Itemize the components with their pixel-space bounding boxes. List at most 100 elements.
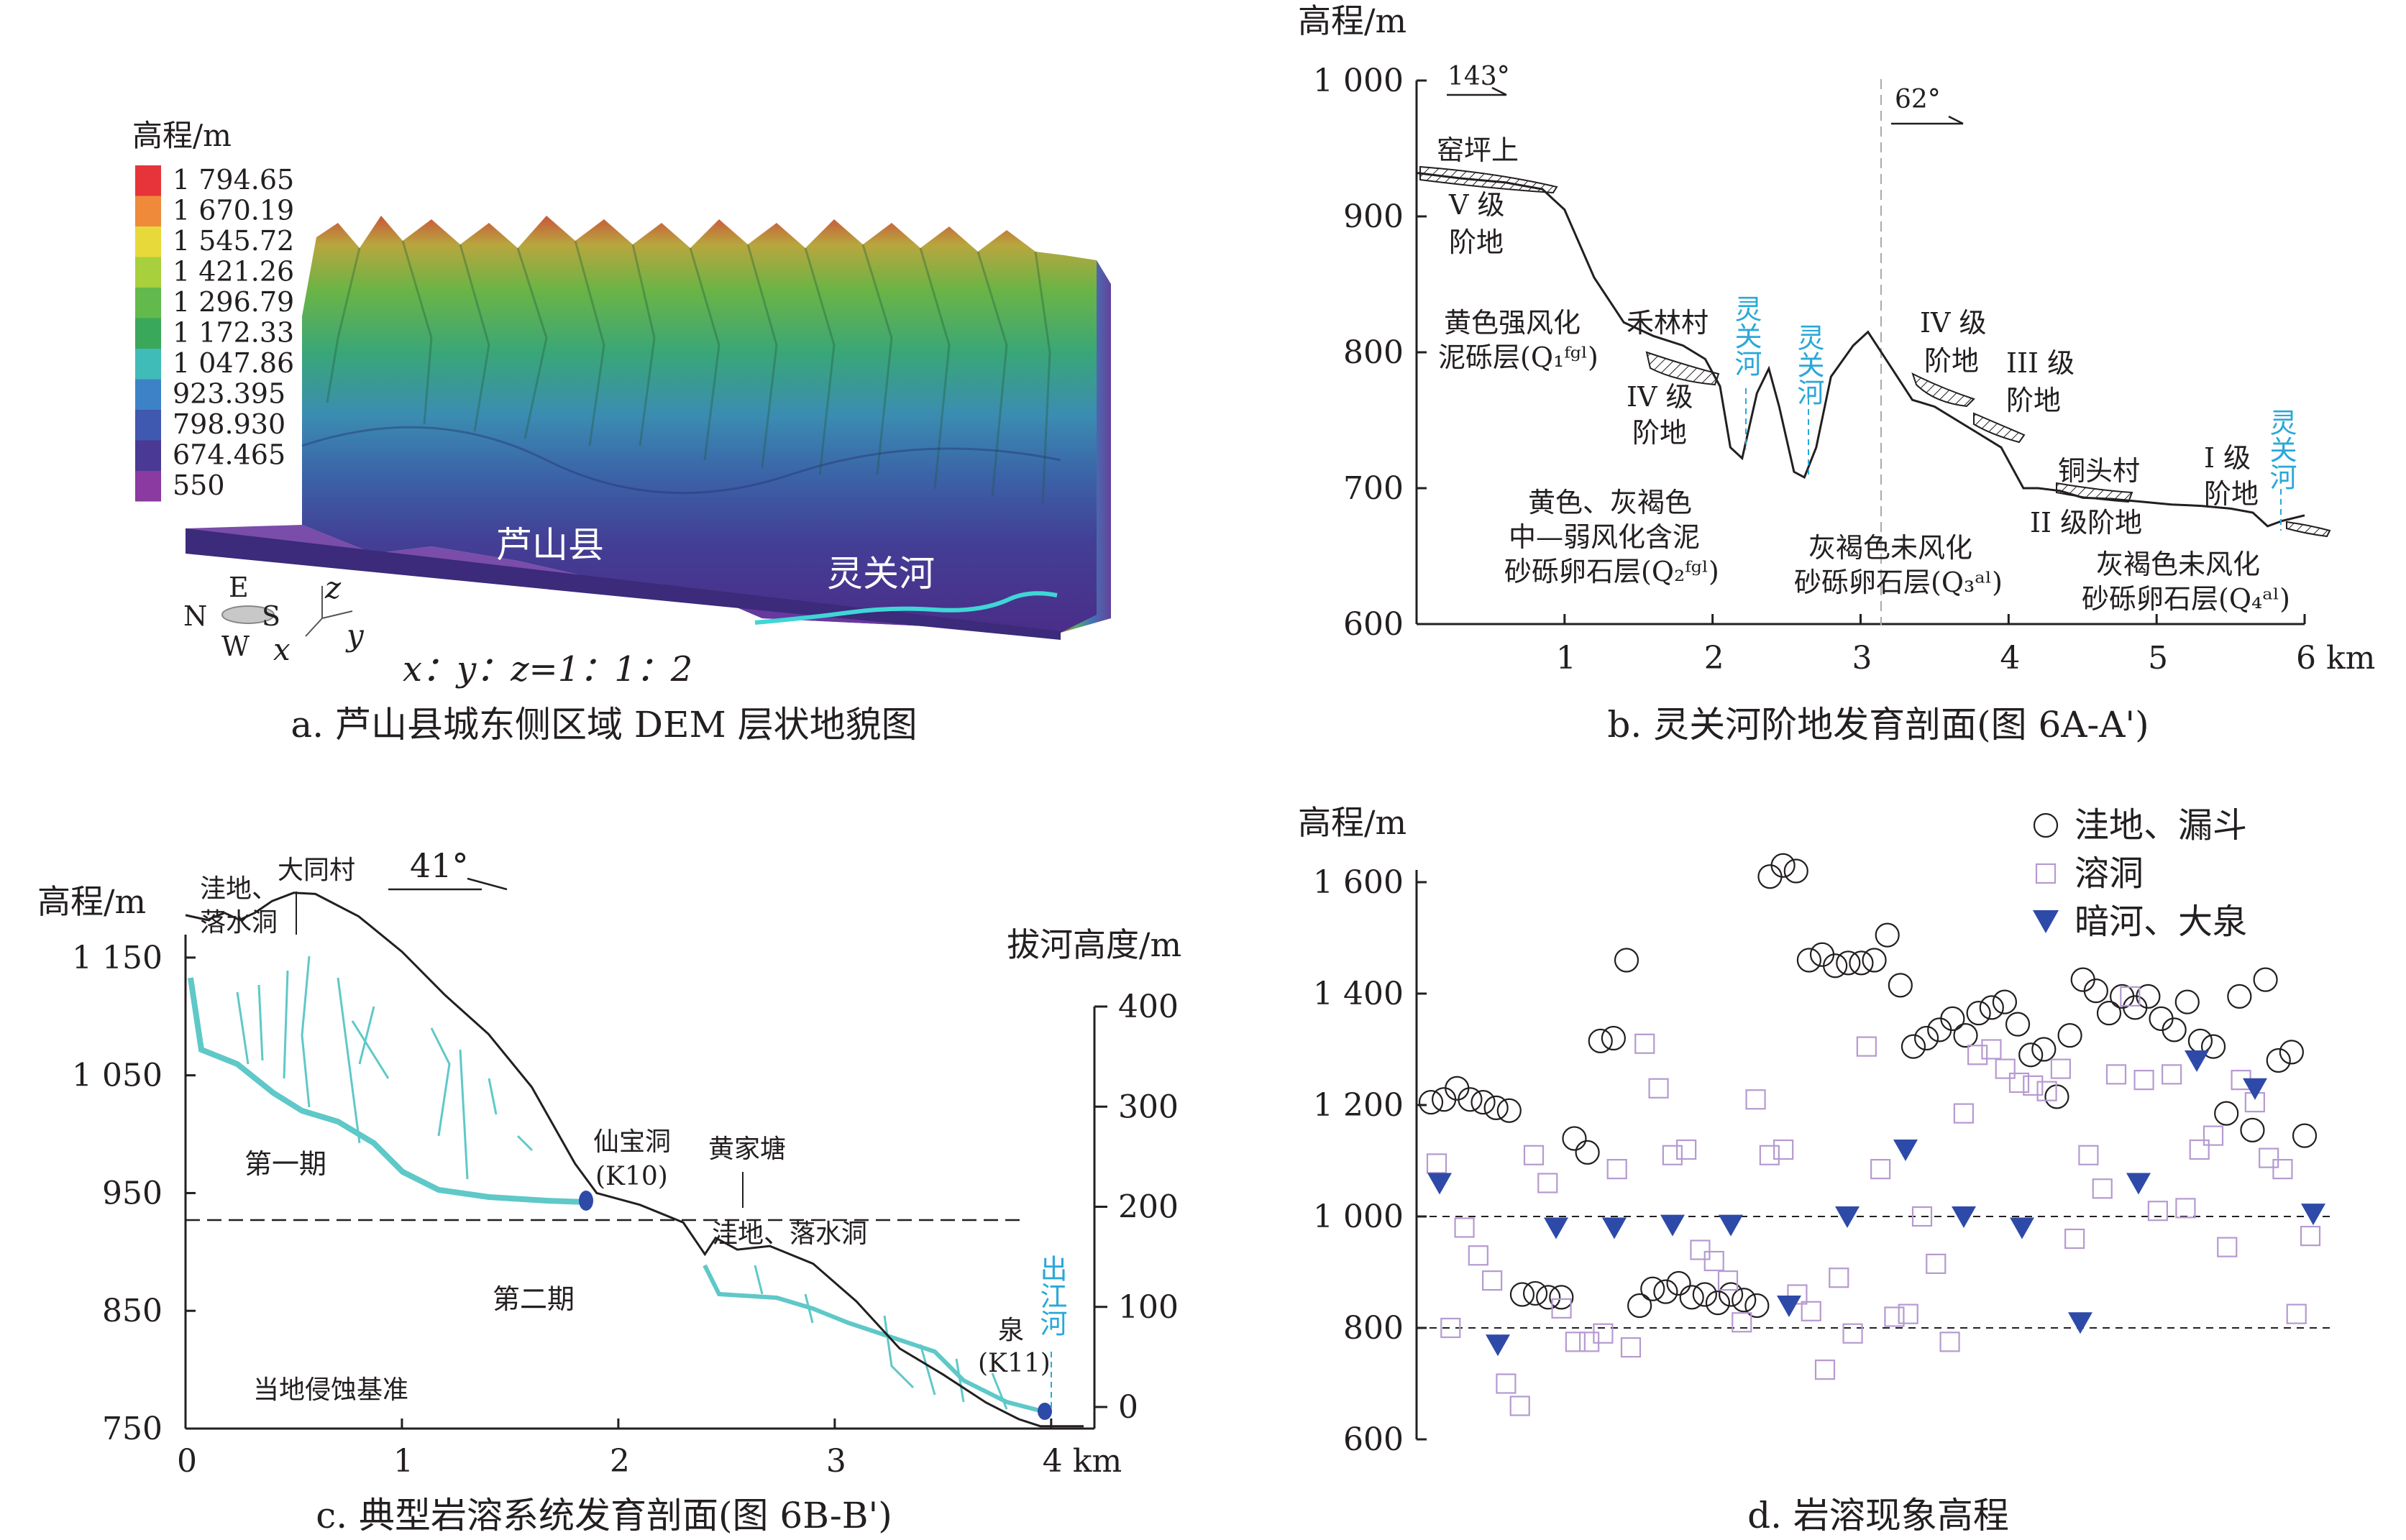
- cave-point: [1551, 1298, 1572, 1319]
- cave-point: [2133, 1070, 2154, 1091]
- b-river-label-3: 灵关河: [2265, 408, 2297, 490]
- svg-text:砂砾卵石层(Q₂ᶠᵍˡ): 砂砾卵石层(Q₂ᶠᵍˡ): [1504, 556, 1719, 587]
- legend-swatch: [135, 288, 161, 318]
- cave-point: [1565, 1332, 1586, 1352]
- depression-sinkhole-point: [1900, 1034, 1926, 1059]
- depression-sinkhole-point: [2200, 1034, 2226, 1059]
- svg-text:仙宝洞: 仙宝洞: [593, 1127, 671, 1157]
- cave-point: [1717, 1270, 1739, 1291]
- svg-text:(K11): (K11): [978, 1349, 1051, 1378]
- depression-sinkhole-point: [1509, 1282, 1535, 1307]
- underground-river-spring-point: [1660, 1214, 1685, 1237]
- cave-point: [1953, 1103, 1974, 1124]
- cave-point: [1732, 1312, 1752, 1333]
- depression-sinkhole-point: [2005, 1012, 2031, 1037]
- c-xtick-label: 1: [393, 1443, 413, 1480]
- depression-sinkhole-point: [1732, 1288, 1757, 1313]
- depression-sinkhole-point: [1640, 1276, 1665, 1301]
- cave-point: [1523, 1145, 1545, 1165]
- depression-sinkhole-point: [1522, 1280, 1548, 1306]
- cave-point: [1593, 1323, 1614, 1344]
- d-ytick-label: 1 600: [1313, 864, 1404, 901]
- cave-point: [2050, 1058, 2071, 1079]
- c-y2tick-label: 200: [1118, 1189, 1179, 1226]
- c-ytick-label: 750: [102, 1411, 163, 1447]
- b-ytick-label: 900: [1343, 198, 1404, 235]
- legend-swatch: [135, 196, 161, 226]
- depression-sinkhole-point: [2227, 984, 2252, 1009]
- depression-sinkhole-point: [1588, 1028, 1613, 1053]
- legend-marker-triangle: [2033, 910, 2059, 933]
- cave-point: [1939, 1332, 1960, 1352]
- b-xtick-label: 6 km: [2296, 640, 2375, 677]
- b-river-label-1: 灵关河: [1730, 295, 1762, 377]
- legend-marker-circle: [2033, 812, 2059, 838]
- dem-block-top: [302, 216, 1097, 633]
- b-xtick-label: 3: [1852, 640, 1872, 677]
- cave-point: [2203, 1125, 2224, 1146]
- depression-sinkhole-point: [1783, 858, 1808, 884]
- legend-value: 1 296.79: [173, 286, 294, 318]
- dem-legend-title: 高程/m: [132, 118, 232, 153]
- depression-sinkhole-point: [2083, 978, 2108, 1004]
- svg-text:II 级阶地: II 级阶地: [2030, 507, 2142, 538]
- cave-point: [1426, 1153, 1447, 1174]
- legend-swatch: [135, 318, 161, 349]
- dem-ridges-lower: [301, 426, 1061, 495]
- cave-point: [1482, 1270, 1503, 1291]
- cave-point: [1648, 1078, 1669, 1099]
- dir-41: 41°: [410, 846, 469, 885]
- cave-point: [1509, 1395, 1530, 1416]
- underground-river-spring-point: [2010, 1217, 2034, 1239]
- cave-point: [1745, 1089, 1766, 1110]
- svg-text:落水洞: 落水洞: [200, 908, 278, 938]
- cave-point: [1911, 1206, 1933, 1227]
- cave-point: [1676, 1139, 1697, 1160]
- underground-river-spring-point: [2126, 1173, 2151, 1195]
- b-ytick-label: 800: [1343, 334, 1404, 371]
- cave-point: [2078, 1145, 2099, 1165]
- c-xtick-label: 0: [177, 1443, 197, 1480]
- depression-sinkhole-point: [1953, 1023, 1978, 1048]
- d-ytick-label: 800: [1343, 1310, 1404, 1347]
- depression-sinkhole-point: [1888, 973, 1913, 998]
- town-label: 芦山县: [496, 524, 604, 566]
- depression-sinkhole-point: [2096, 1001, 2122, 1026]
- depression-sinkhole-point: [2057, 1023, 2082, 1048]
- c-terrain-profile: [185, 892, 1084, 1428]
- d-ytick-label: 1 000: [1313, 1198, 1404, 1235]
- svg-text:砂砾卵石层(Q₄ᵃˡ): 砂砾卵石层(Q₄ᵃˡ): [2082, 583, 2290, 615]
- b-ytick-label: 700: [1343, 470, 1404, 507]
- underground-river-spring-point: [1719, 1214, 1743, 1237]
- axis-y-label: y: [345, 618, 365, 653]
- panel-b: 高程/m 1 000 900 800 700 600 1 2 3 4 5 6 km 143° 62°…: [1298, 1, 2375, 746]
- dir-62: 62°: [1895, 85, 1941, 114]
- svg-text:泥砾层(Q₁ᶠᵍˡ): 泥砾层(Q₁ᶠᵍˡ): [1438, 342, 1598, 373]
- cave-point: [2300, 1226, 2321, 1247]
- legend-value: 1 794.65: [173, 164, 294, 196]
- legend-swatch: [135, 165, 161, 196]
- depression-sinkhole-point: [1470, 1090, 1496, 1115]
- b-terrain-profile: [1416, 172, 2305, 528]
- svg-text:阶地: 阶地: [2006, 385, 2061, 416]
- cave-point: [2008, 1072, 2030, 1094]
- c-ylabel-right: 拔河高度/m: [1007, 925, 1181, 964]
- legend-value: 1 172.33: [173, 317, 294, 349]
- svg-text:砂砾卵石层(Q₃ᵃˡ): 砂砾卵石层(Q₃ᵃˡ): [1794, 567, 2003, 598]
- c-ytick-label: 1 150: [72, 940, 163, 976]
- svg-text:V 级: V 级: [1448, 189, 1505, 221]
- b-xtick-label: 4: [2000, 640, 2020, 677]
- svg-text:IV 级: IV 级: [1920, 307, 1987, 339]
- svg-text:禾林村: 禾林村: [1627, 307, 1709, 339]
- legend-value: 1 545.72: [173, 225, 294, 257]
- depression-sinkhole-point: [2214, 1101, 2239, 1126]
- c-xtick-label: 4 km: [1043, 1443, 1122, 1480]
- cave-point: [1995, 1058, 2016, 1079]
- underground-river-spring-point: [1835, 1206, 1860, 1228]
- dir-143: 143°: [1447, 62, 1510, 91]
- cave-point: [2217, 1237, 2238, 1257]
- cave-point: [1967, 1045, 1988, 1065]
- underground-river-spring-point: [2068, 1312, 2092, 1334]
- caption-a: a. 芦山县城东侧区域 DEM 层状地貌图: [291, 704, 917, 746]
